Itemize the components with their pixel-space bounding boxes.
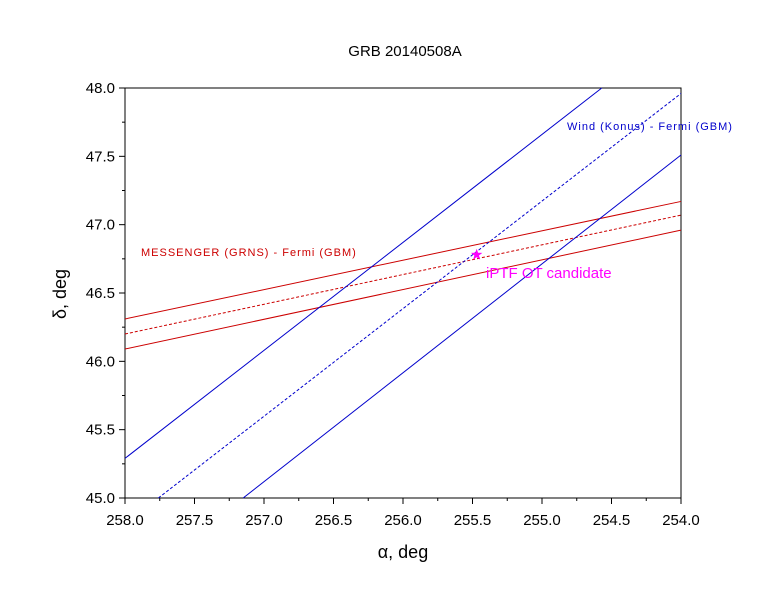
y-tick-label: 46.0	[86, 353, 115, 370]
wind-line-3	[124, 87, 603, 459]
y-tick-label: 47.0	[86, 217, 115, 234]
wind-annotation: Wind (Konus) - Fermi (GBM)	[567, 121, 733, 133]
series-layer	[124, 87, 682, 499]
x-tick-label: 254.5	[593, 512, 631, 529]
y-tick-label: 47.5	[86, 148, 115, 165]
y-axis-title: δ, deg	[50, 269, 70, 319]
wind-line-4	[158, 93, 682, 499]
messenger-line-0	[124, 200, 682, 320]
chart-title: GRB 20140508A	[348, 43, 461, 60]
x-tick-label: 255.0	[523, 512, 561, 529]
x-tick-label: 255.5	[454, 512, 492, 529]
plot-frame	[124, 87, 682, 499]
point-layer	[470, 248, 483, 260]
ot-annotation: iPTF OT candidate	[486, 265, 612, 282]
y-tick-label: 48.0	[86, 80, 115, 97]
x-axis-title: α, deg	[378, 542, 428, 562]
y-tick-label: 45.0	[86, 490, 115, 507]
y-tick-label: 45.5	[86, 422, 115, 439]
y-axis: 45.0 45.5 46.0 46.5 47.0 47.5 48.0	[86, 80, 125, 507]
messenger-line-2	[124, 229, 682, 350]
messenger-annotation: MESSENGER (GRNS) - Fermi (GBM)	[141, 247, 357, 259]
x-tick-label: 257.0	[245, 512, 283, 529]
x-tick-label: 254.0	[662, 512, 700, 529]
x-tick-label: 257.5	[176, 512, 214, 529]
x-tick-label: 258.0	[106, 512, 144, 529]
wind-line-5	[242, 154, 682, 499]
x-axis: 258.0 257.5 257.0 256.5 256.0 255.5 255.0 254.5…	[106, 498, 700, 529]
y-tick-label: 46.5	[86, 285, 115, 302]
x-tick-label: 256.5	[315, 512, 353, 529]
ot-candidate-star	[470, 248, 483, 260]
x-tick-label: 256.0	[384, 512, 422, 529]
